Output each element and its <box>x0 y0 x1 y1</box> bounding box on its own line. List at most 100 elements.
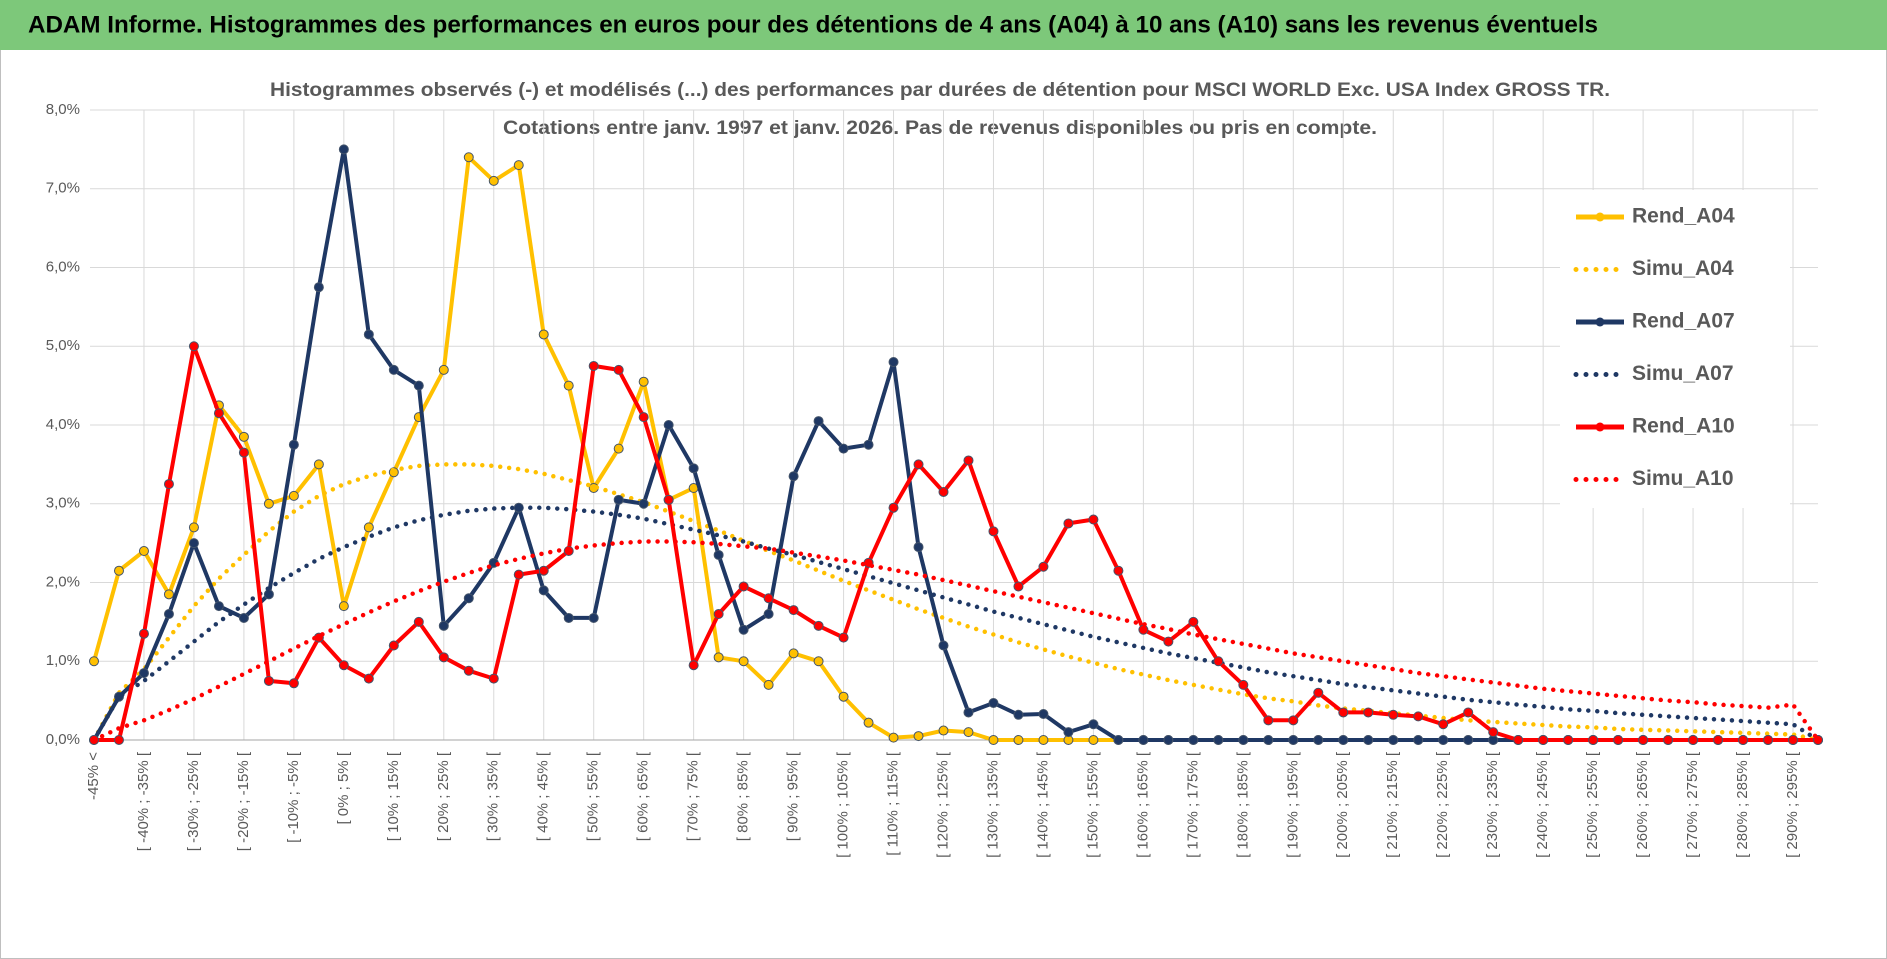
data-point <box>613 443 624 454</box>
data-point <box>1713 735 1724 745</box>
data-point <box>1063 727 1074 738</box>
data-point <box>638 498 649 509</box>
x-tick-label: [ 180% ; 185% [ <box>1234 751 1251 858</box>
data-point <box>763 593 774 604</box>
data-point <box>1263 735 1274 745</box>
x-tick-label: [ 90% ; 95% [ <box>785 751 802 841</box>
chart-title: Histogrammes observés (-) et modélisés (… <box>270 80 1610 101</box>
data-point <box>1788 735 1799 745</box>
data-point <box>388 364 399 375</box>
legend-label: Simu_A10 <box>1632 467 1734 490</box>
data-point <box>1163 636 1174 647</box>
data-point <box>738 624 749 635</box>
y-tick-label: 2,0% <box>46 573 80 590</box>
data-point <box>963 727 974 738</box>
data-point <box>363 673 374 684</box>
x-tick-label: [ 250% ; 255% [ <box>1584 751 1601 858</box>
data-point <box>1688 735 1699 745</box>
data-point <box>488 673 499 684</box>
legend-label: Simu_A07 <box>1632 362 1734 385</box>
data-point <box>213 601 224 612</box>
data-point <box>1463 735 1474 745</box>
data-point <box>1013 735 1024 745</box>
x-tick-label: [ 260% ; 265% [ <box>1634 751 1651 858</box>
data-point <box>1288 735 1299 745</box>
data-point <box>1238 735 1249 745</box>
y-tick-label: 7,0% <box>46 180 80 197</box>
data-point <box>1388 735 1399 745</box>
data-point <box>1038 561 1049 572</box>
data-point <box>1438 735 1449 745</box>
x-tick-label: [ -10% ; -5% [ <box>285 751 302 843</box>
data-point <box>438 364 449 375</box>
data-point <box>838 443 849 454</box>
data-point <box>89 656 99 667</box>
data-point <box>1738 735 1749 745</box>
data-point <box>563 612 574 623</box>
data-point <box>338 601 349 612</box>
legend-label: Simu_A04 <box>1632 257 1734 280</box>
data-point <box>1463 707 1474 718</box>
x-tick-label: [ 140% ; 145% [ <box>1034 751 1051 858</box>
data-point <box>1163 735 1174 745</box>
x-tick-label: [ -30% ; -25% [ <box>185 751 202 851</box>
data-point <box>1038 735 1049 745</box>
data-point <box>1288 715 1299 726</box>
data-point <box>538 585 549 596</box>
data-point <box>688 660 699 671</box>
data-point <box>438 652 449 663</box>
data-point <box>988 697 999 708</box>
x-tick-label: [ 280% ; 285% [ <box>1734 751 1751 858</box>
x-tick-label: [ -40% ; -35% [ <box>135 751 152 851</box>
data-point <box>763 679 774 690</box>
x-tick-label: [ 110% ; 115% [ <box>885 751 902 856</box>
x-tick-label: [ 160% ; 165% [ <box>1134 751 1151 858</box>
data-point <box>863 439 874 450</box>
data-point <box>963 707 974 718</box>
data-point <box>1188 735 1199 745</box>
legend-marker <box>1595 422 1605 432</box>
data-point <box>1013 581 1024 592</box>
data-point <box>488 175 499 186</box>
data-point <box>788 605 799 616</box>
data-point <box>688 463 699 474</box>
data-point <box>913 459 924 470</box>
x-tick-label: [ 290% ; 295% [ <box>1784 751 1801 858</box>
x-tick-label: [ 70% ; 75% [ <box>685 751 702 841</box>
y-tick-label: 8,0% <box>46 101 80 118</box>
data-point <box>1538 735 1549 745</box>
y-tick-label: 0,0% <box>46 731 80 748</box>
series-line <box>91 505 1821 743</box>
x-tick-label: [ 210% ; 215% [ <box>1384 751 1401 858</box>
x-tick-label: [ 50% ; 55% [ <box>585 751 602 841</box>
data-point <box>988 735 999 745</box>
data-point <box>788 471 799 482</box>
series-line <box>94 344 1818 742</box>
x-tick-label: [ 60% ; 65% [ <box>635 751 652 841</box>
y-tick-label: 1,0% <box>46 652 80 669</box>
data-point <box>713 609 724 619</box>
data-point <box>1388 709 1399 720</box>
y-tick-label: 3,0% <box>46 495 80 512</box>
data-point <box>1438 719 1449 730</box>
data-point <box>1238 679 1249 690</box>
data-point <box>413 380 424 391</box>
data-point <box>1563 735 1574 745</box>
y-tick-label: 4,0% <box>46 416 80 433</box>
data-point <box>363 329 374 340</box>
data-point <box>1663 735 1674 745</box>
data-point <box>988 526 999 537</box>
x-tick-label: [ 230% ; 235% [ <box>1484 751 1501 858</box>
data-point <box>238 612 249 623</box>
data-point <box>1313 687 1324 698</box>
data-point <box>1313 735 1324 745</box>
x-tick-label: [ 240% ; 245% [ <box>1534 751 1551 858</box>
data-point <box>463 665 474 676</box>
data-point <box>938 486 949 497</box>
data-point <box>238 447 249 458</box>
data-point <box>738 581 749 592</box>
data-point <box>888 357 899 367</box>
data-point <box>513 569 524 580</box>
data-point <box>813 416 824 427</box>
data-point <box>438 620 449 631</box>
